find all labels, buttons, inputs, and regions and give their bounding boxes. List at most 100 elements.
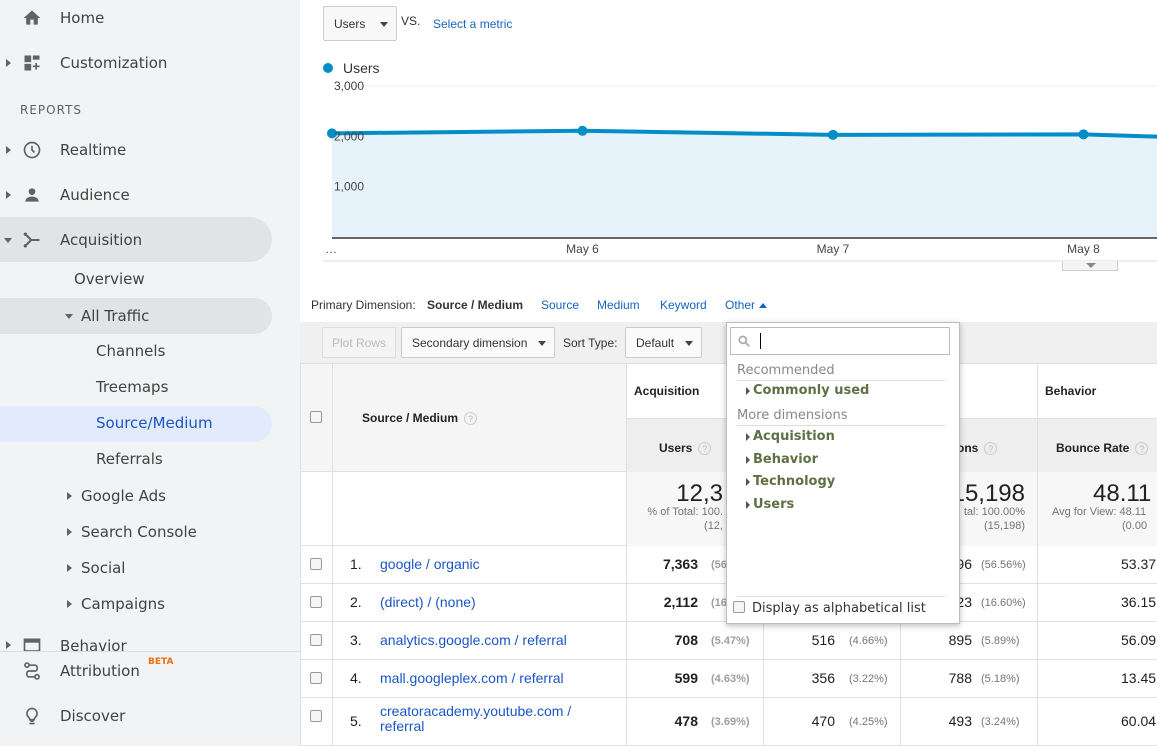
row-bounce: 36.15 (1121, 594, 1157, 610)
col-source-medium-label: Source / Medium (362, 411, 459, 425)
behavior-item[interactable]: Behavior (745, 452, 819, 467)
nav-acquisition[interactable]: Acquisition (0, 228, 300, 252)
col-sessions-header[interactable]: ons? (957, 441, 998, 456)
dimension-search-input[interactable] (730, 327, 950, 355)
data-point (577, 125, 588, 136)
nav-behavior[interactable]: Behavior (0, 634, 300, 651)
nav-social[interactable]: Social (0, 556, 300, 580)
row-source-medium-link[interactable]: (direct) / (none) (380, 594, 476, 610)
nav-overview[interactable]: Overview (74, 270, 145, 288)
total-bounce: 48.11 (1093, 480, 1152, 507)
total-sessions-sub2: (15,198) (984, 520, 1025, 532)
caret-right-icon (67, 564, 72, 572)
dimension-source-link[interactable]: Source (541, 298, 580, 312)
x-tick-label: May 8 (1067, 242, 1100, 256)
nav-home[interactable]: Home (0, 6, 300, 30)
chevron-down-icon (538, 340, 546, 346)
col-bounce-header[interactable]: Bounce Rate? (1056, 441, 1149, 456)
nav-discover-label: Discover (60, 707, 126, 725)
col-source-medium-header[interactable]: Source / Medium? (362, 411, 478, 426)
more-dimensions-label: More dimensions (737, 408, 848, 423)
nav-audience[interactable]: Audience (0, 183, 300, 207)
nav-campaigns[interactable]: Campaigns (0, 592, 300, 616)
total-bounce-sub: Avg for View: 48.11 (1052, 506, 1147, 518)
row-new-users-pct: (4.25%) (849, 716, 888, 728)
nav-referrals[interactable]: Referrals (96, 450, 163, 468)
row-checkbox[interactable] (310, 558, 322, 570)
technology-item[interactable]: Technology (745, 474, 836, 489)
row-source-medium-link[interactable]: mall.googleplex.com / referral (380, 670, 564, 686)
row-bounce: 13.45 (1121, 670, 1157, 686)
chevron-down-icon (380, 21, 388, 27)
row-checkbox[interactable] (310, 596, 322, 608)
metric-select[interactable]: Users (323, 6, 397, 41)
popup-divider (737, 425, 945, 426)
behavior-icon (23, 638, 41, 651)
dimension-keyword-link[interactable]: Keyword (660, 298, 707, 312)
nav-customization[interactable]: Customization (0, 51, 300, 75)
nav-google-ads-label: Google Ads (81, 487, 166, 505)
caret-right-icon (6, 146, 11, 154)
nav-all-traffic[interactable]: All Traffic (0, 304, 300, 328)
total-users-sub2: (12, (704, 520, 723, 532)
nav-discover[interactable]: Discover (0, 704, 300, 728)
row-bounce: 53.37 (1121, 556, 1157, 572)
row-users-pct: (16. (711, 597, 730, 609)
chevron-up-icon (759, 303, 767, 308)
acquisition-item[interactable]: Acquisition (746, 429, 835, 444)
help-icon: ? (464, 412, 478, 426)
table-row[interactable] (300, 660, 1157, 698)
row-checkbox[interactable] (310, 672, 322, 684)
popup-divider (737, 596, 945, 597)
nav-channels[interactable]: Channels (96, 342, 166, 360)
row-sessions-pct: (3.24%) (981, 716, 1020, 728)
person-icon (25, 188, 39, 202)
chart-collapse-handle[interactable] (1062, 261, 1118, 271)
row-checkbox[interactable] (310, 634, 322, 646)
nav-realtime[interactable]: Realtime (0, 138, 300, 162)
acquisition-icon (23, 232, 40, 248)
nav-search-console[interactable]: Search Console (0, 520, 300, 544)
nav-all-traffic-label: All Traffic (81, 307, 150, 325)
row-source-medium-link[interactable]: google / organic (380, 556, 480, 572)
primary-dimension-active: Source / Medium (427, 298, 524, 312)
chevron-down-icon (685, 340, 693, 346)
main-content: Users VS. Select a metric Users 3,000 2,0… (300, 0, 1157, 746)
nav-google-ads[interactable]: Google Ads (0, 484, 300, 508)
dimension-medium-link[interactable]: Medium (597, 298, 640, 312)
column-divider (332, 364, 333, 746)
users-item[interactable]: Users (745, 497, 795, 512)
nav-source-medium[interactable]: Source/Medium (96, 414, 213, 432)
row-new-users: 470 (811, 713, 835, 729)
row-new-users-pct: (4.66%) (849, 635, 888, 647)
sort-type-select[interactable]: Default (625, 327, 702, 358)
nav-attribution[interactable]: Attribution BETA (0, 657, 300, 683)
row-checkbox[interactable] (310, 710, 322, 722)
nav-treemaps[interactable]: Treemaps (96, 378, 169, 396)
dimension-other-link[interactable]: Other (725, 298, 756, 312)
table-row[interactable] (300, 622, 1157, 660)
alphabetical-checkbox[interactable] (733, 601, 745, 613)
row-source-medium-link[interactable]: creatoracademy.youtube.com / referral (380, 704, 571, 734)
nav-all-traffic-highlight (0, 298, 272, 334)
dashboard-plus-icon (24, 55, 40, 71)
clock-icon (23, 141, 41, 159)
commonly-used-item[interactable]: Commonly used (745, 383, 870, 398)
row-users-pct: (4.63%) (711, 673, 750, 685)
reports-header: REPORTS (20, 103, 83, 117)
row-index: 5. (350, 713, 362, 729)
secondary-dimension-select[interactable]: Secondary dimension (401, 327, 555, 358)
col-users-header[interactable]: Users? (659, 441, 712, 456)
plot-rows-button[interactable]: Plot Rows (322, 327, 396, 358)
row-source-medium-link[interactable]: analytics.google.com / referral (380, 632, 567, 648)
row-sessions-pct: (5.89%) (981, 635, 1020, 647)
select-metric-link[interactable]: Select a metric (433, 17, 513, 31)
nav-realtime-label: Realtime (60, 141, 127, 159)
nav-audience-label: Audience (60, 186, 130, 204)
select-all-checkbox[interactable] (310, 411, 322, 423)
row-sessions: 96 (956, 556, 972, 572)
users-line-chart: 3,000 2,000 1,000 … May 6 May 7 May 8 (323, 80, 1157, 262)
nav-acquisition-label: Acquisition (60, 231, 143, 249)
row-sessions: 788 (948, 670, 972, 686)
nav-behavior-label: Behavior (60, 637, 127, 651)
